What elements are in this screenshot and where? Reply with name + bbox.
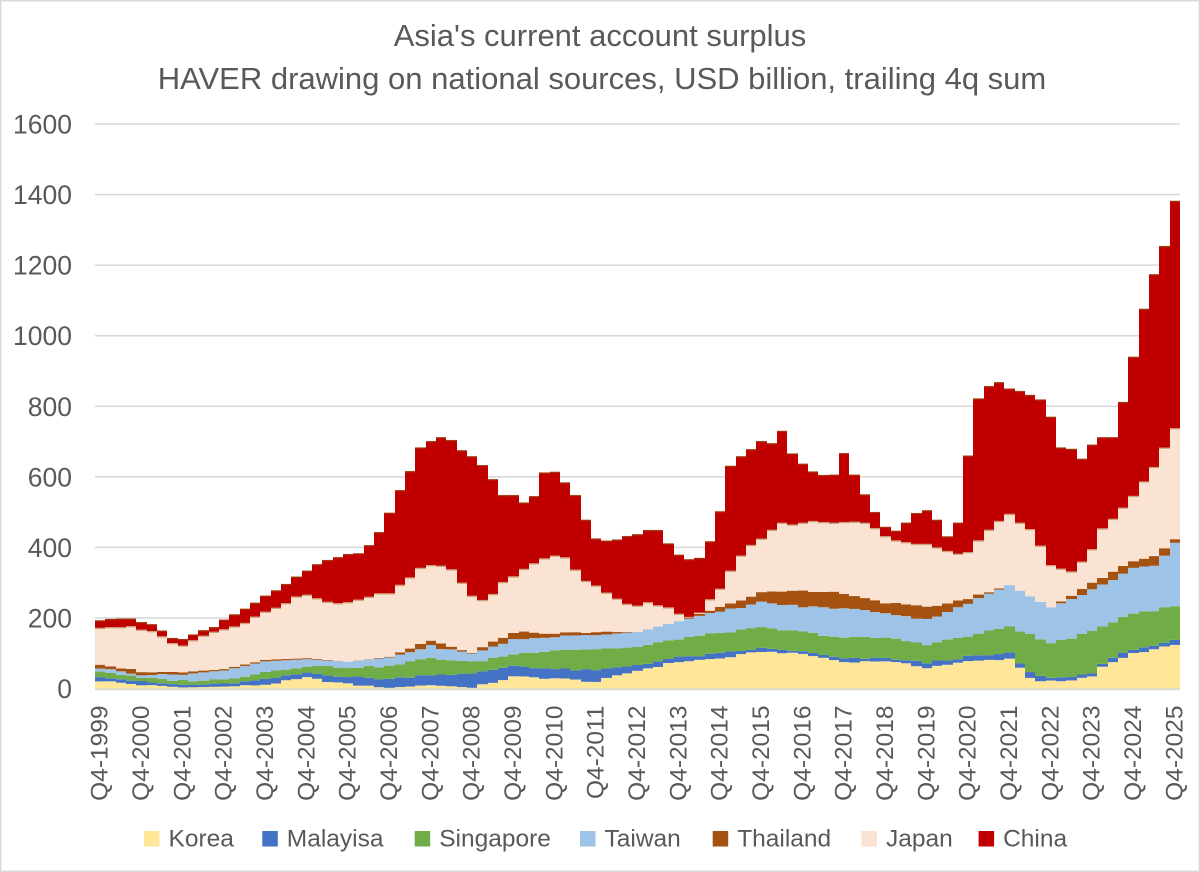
svg-text:Q4-2000: Q4-2000 (128, 706, 155, 801)
svg-text:Q4-2020: Q4-2020 (955, 706, 982, 801)
svg-text:Q4-2019: Q4-2019 (913, 706, 940, 801)
svg-text:800: 800 (28, 392, 72, 422)
svg-text:600: 600 (28, 462, 72, 492)
svg-text:Thailand: Thailand (737, 826, 831, 853)
svg-text:China: China (1003, 826, 1067, 853)
svg-text:Q4-2010: Q4-2010 (541, 706, 568, 801)
svg-text:1000: 1000 (13, 321, 72, 351)
svg-text:Q4-2001: Q4-2001 (169, 706, 196, 801)
svg-text:Q4-2004: Q4-2004 (293, 706, 320, 801)
svg-text:Japan: Japan (886, 826, 953, 853)
svg-text:0: 0 (57, 674, 72, 704)
svg-text:Q4-2007: Q4-2007 (417, 706, 444, 801)
svg-text:1600: 1600 (13, 110, 72, 140)
svg-text:Taiwan: Taiwan (605, 826, 681, 853)
svg-text:Asia's current account surplus: Asia's current account surplus (394, 18, 807, 53)
svg-text:Korea: Korea (169, 826, 235, 853)
svg-text:Q4-2014: Q4-2014 (707, 706, 734, 801)
svg-text:Q4-2021: Q4-2021 (996, 706, 1023, 801)
svg-text:Q4-2015: Q4-2015 (748, 706, 775, 801)
svg-text:Malayisa: Malayisa (287, 826, 384, 853)
svg-text:Q4-2025: Q4-2025 (1161, 706, 1188, 801)
svg-text:Q4-2013: Q4-2013 (665, 706, 692, 801)
svg-text:Q4-2005: Q4-2005 (335, 706, 362, 801)
svg-text:Q4-2022: Q4-2022 (1037, 706, 1064, 801)
svg-text:Q4-2006: Q4-2006 (376, 706, 403, 801)
svg-text:Q4-2012: Q4-2012 (624, 706, 651, 801)
svg-text:400: 400 (28, 533, 72, 563)
svg-text:Q4-2018: Q4-2018 (872, 706, 899, 801)
svg-text:Singapore: Singapore (439, 826, 551, 853)
svg-text:Q4-2017: Q4-2017 (831, 706, 858, 801)
svg-text:Q4-2009: Q4-2009 (500, 706, 527, 801)
svg-text:1400: 1400 (13, 180, 72, 210)
svg-text:HAVER drawing on national sour: HAVER drawing on national sources, USD b… (158, 61, 1047, 96)
svg-text:Q4-2024: Q4-2024 (1120, 706, 1147, 801)
svg-text:1200: 1200 (13, 251, 72, 281)
svg-text:Q4-2002: Q4-2002 (211, 706, 238, 801)
svg-text:Q4-2008: Q4-2008 (459, 706, 486, 801)
svg-text:200: 200 (28, 603, 72, 633)
svg-text:Q4-2016: Q4-2016 (789, 706, 816, 801)
svg-text:Q4-2011: Q4-2011 (583, 706, 610, 800)
svg-text:Q4-2003: Q4-2003 (252, 706, 279, 801)
svg-text:Q4-1999: Q4-1999 (87, 706, 114, 801)
svg-text:Q4-2023: Q4-2023 (1079, 706, 1106, 801)
